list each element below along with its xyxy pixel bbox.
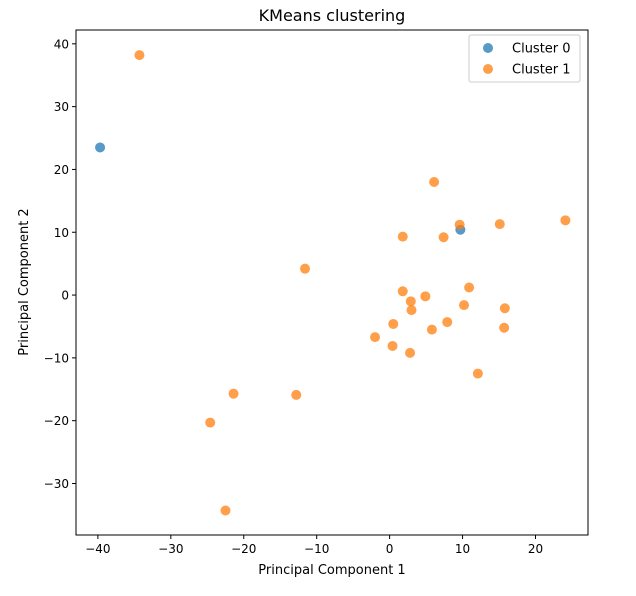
point-cluster-1-3 <box>494 219 505 230</box>
legend-label-cluster-0: Cluster 0 <box>512 42 571 57</box>
y-axis-label: Principal Component 2 <box>17 208 32 355</box>
point-cluster-1-20 <box>387 340 398 351</box>
y-tick-label-7: 40 <box>54 37 69 51</box>
legend-label-cluster-1: Cluster 1 <box>512 63 571 78</box>
point-cluster-1-2 <box>454 219 465 230</box>
x-axis: −40 −30 −20 −10 0 10 20 <box>85 535 543 556</box>
point-cluster-1-4 <box>560 215 571 226</box>
x-tick-label-5: 10 <box>455 542 470 556</box>
point-cluster-1-1 <box>429 177 440 188</box>
x-tick-label-6: 20 <box>528 542 543 556</box>
point-cluster-1-9 <box>397 286 408 297</box>
point-cluster-1-5 <box>397 231 408 242</box>
x-tick-label-4: 0 <box>386 542 394 556</box>
y-tick-label-5: 20 <box>54 163 69 177</box>
point-cluster-1-24 <box>291 389 302 400</box>
x-tick-label-2: −20 <box>231 542 256 556</box>
point-cluster-1-23 <box>228 388 239 399</box>
point-cluster-1-25 <box>205 417 216 428</box>
chart-title: KMeans clustering <box>259 6 406 25</box>
y-axis: −30 −20 −10 0 10 20 30 40 <box>44 37 76 491</box>
point-cluster-1-14 <box>406 305 417 316</box>
point-cluster-1-15 <box>388 318 399 329</box>
point-cluster-1-11 <box>405 296 416 307</box>
y-tick-label-2: −10 <box>44 351 69 365</box>
x-tick-label-0: −40 <box>85 542 110 556</box>
legend: Cluster 0 Cluster 1 <box>468 34 581 83</box>
point-cluster-1-8 <box>464 282 475 293</box>
point-cluster-1-12 <box>459 300 470 311</box>
y-tick-label-0: −30 <box>44 477 69 491</box>
point-cluster-1-22 <box>472 368 483 379</box>
y-tick-label-4: 10 <box>54 226 69 240</box>
point-cluster-1-0 <box>134 50 145 61</box>
x-axis-label: Principal Component 1 <box>258 563 405 578</box>
point-cluster-0-0 <box>95 142 106 153</box>
point-cluster-1-26 <box>220 505 231 516</box>
point-cluster-1-10 <box>420 291 431 302</box>
legend-marker-cluster-1 <box>483 64 493 74</box>
y-tick-label-6: 30 <box>54 100 69 114</box>
points-layer <box>95 50 571 516</box>
y-tick-label-3: 0 <box>61 289 69 303</box>
plot-frame <box>75 29 589 536</box>
x-tick-label-1: −30 <box>158 542 183 556</box>
point-cluster-1-7 <box>300 263 311 274</box>
point-cluster-1-13 <box>499 303 510 314</box>
y-tick-label-1: −20 <box>44 414 69 428</box>
legend-marker-cluster-0 <box>483 43 493 53</box>
point-cluster-1-19 <box>370 332 381 343</box>
legend-box <box>468 34 581 83</box>
point-cluster-1-6 <box>438 232 449 243</box>
point-cluster-1-21 <box>405 347 416 358</box>
x-tick-label-3: −10 <box>304 542 329 556</box>
point-cluster-1-17 <box>426 324 437 335</box>
point-cluster-1-16 <box>442 317 453 328</box>
point-cluster-1-18 <box>499 322 510 333</box>
